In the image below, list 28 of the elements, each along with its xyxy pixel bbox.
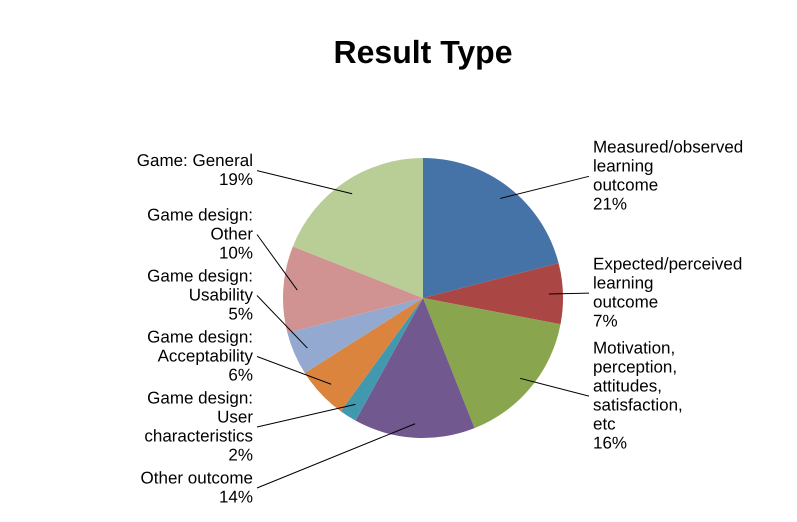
pie-slice bbox=[423, 158, 559, 298]
slice-label: Game design: Other bbox=[147, 205, 254, 244]
data-label: 6% bbox=[228, 365, 253, 384]
pie-slice bbox=[340, 298, 423, 421]
data-label: 21% bbox=[593, 194, 628, 214]
data-label: 14% bbox=[218, 487, 253, 506]
chart-title: Result Type bbox=[334, 34, 512, 70]
pie-slice bbox=[356, 298, 475, 438]
pie-slice bbox=[304, 298, 423, 412]
data-label: 10% bbox=[218, 243, 253, 262]
data-label: 2% bbox=[228, 445, 253, 464]
pie-slice bbox=[287, 298, 423, 374]
slice-label: Expected/perceived learning outcome bbox=[593, 254, 742, 312]
slice-label: Other outcome bbox=[140, 468, 253, 488]
pie-slice bbox=[283, 246, 423, 333]
slice-label: Game design: Acceptability bbox=[147, 327, 254, 366]
pie-slice bbox=[292, 158, 423, 298]
slice-label: Motivation, perception, attitudes, satisfaction, etc bbox=[593, 338, 683, 434]
slice-label: Game: General bbox=[136, 150, 253, 170]
pie-slice bbox=[423, 263, 563, 324]
slice-label: Game design: Usability bbox=[147, 266, 254, 304]
data-label: 19% bbox=[218, 170, 253, 189]
slice-label: Measured/observed learning outcome bbox=[593, 138, 744, 195]
data-label: 16% bbox=[593, 433, 628, 452]
pie-slice bbox=[423, 298, 561, 428]
data-label: 7% bbox=[593, 311, 618, 330]
slice-label: Game design: User characteristics bbox=[144, 388, 254, 446]
data-label: 5% bbox=[228, 304, 253, 324]
